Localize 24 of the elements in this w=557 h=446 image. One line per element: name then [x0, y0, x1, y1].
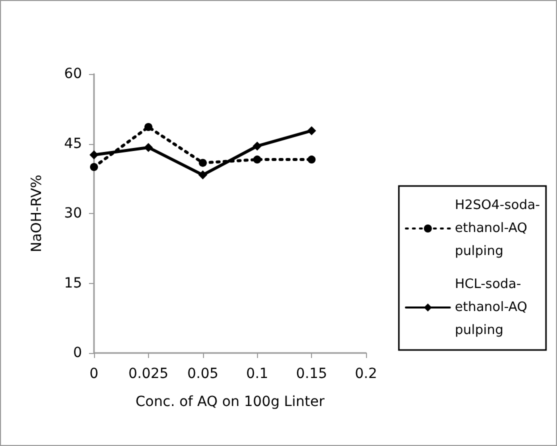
x-tick-label: 0 — [90, 366, 98, 382]
y-tick-label: 15 — [64, 275, 82, 292]
legend-label: H2SO4-soda-ethanol-AQ pulping — [454, 198, 540, 259]
x-tick-label: 0.1 — [246, 366, 268, 382]
y-tick-label: 0 — [73, 345, 82, 361]
legend-label: HCL-soda-ethanol-AQ pulping — [454, 277, 528, 338]
point — [252, 142, 262, 151]
y-axis-title: NaOH-RV% — [29, 174, 45, 252]
x-axis-title: Conc. of AQ on 100g Linter — [136, 394, 325, 410]
y-tick-label: 30 — [64, 206, 82, 222]
x-tick-label: 0.05 — [187, 366, 218, 382]
point — [198, 158, 207, 167]
x-tick-label: 0.15 — [296, 366, 328, 382]
point — [90, 150, 98, 160]
point — [308, 156, 316, 164]
point — [90, 163, 98, 171]
point — [144, 123, 152, 132]
point — [307, 126, 316, 136]
y-tick-label: 60 — [64, 66, 82, 82]
point — [253, 156, 262, 164]
x-tick-label: 0.025 — [128, 366, 168, 382]
x-tick-label: 0.2 — [354, 366, 378, 382]
point — [198, 170, 208, 180]
y-tick-label: 45 — [64, 136, 82, 152]
